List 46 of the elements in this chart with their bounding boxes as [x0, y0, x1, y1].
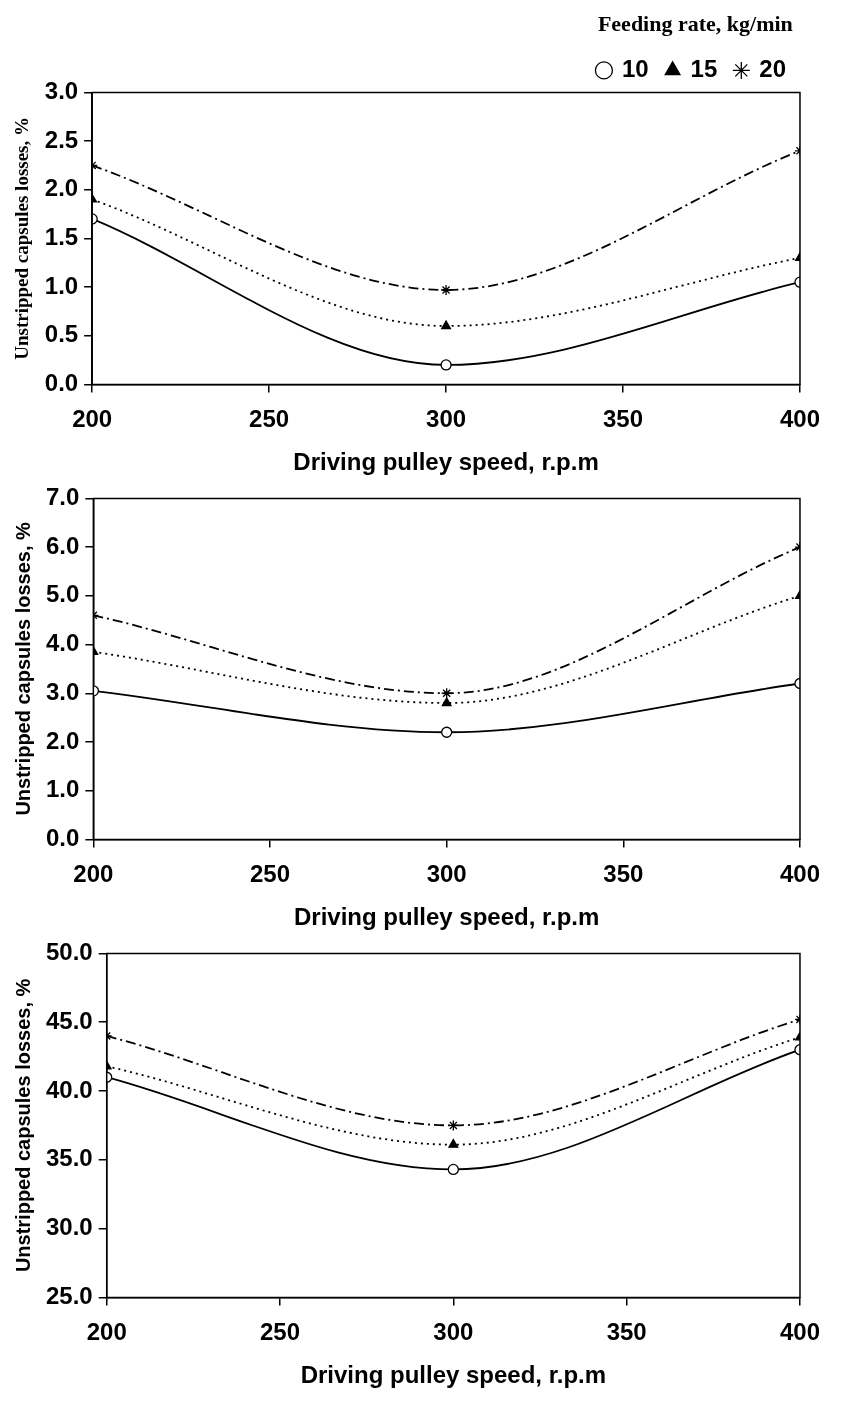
x-tick-label: 400 [779, 860, 820, 888]
x-axis-title: Driving pulley speed, r.p.m [293, 903, 600, 931]
y-tick-label: 1.0 [44, 271, 79, 299]
legend-label: 15 [690, 55, 718, 83]
x-axis-title: Driving pulley speed, r.p.m [300, 1361, 607, 1389]
y-tick-label: 40.0 [45, 1075, 93, 1103]
y-tick-label: 5.0 [45, 580, 80, 608]
x-tick-label: 400 [779, 1318, 820, 1346]
y-tick-label: 30.0 [45, 1213, 93, 1241]
x-tick-label: 350 [606, 1318, 647, 1346]
y-axis-title: Unstripped capsules losses, % [11, 116, 33, 360]
y-tick-label: 2.0 [45, 726, 80, 754]
x-tick-label: 400 [779, 405, 820, 433]
y-axis-title: Unstripped capsules losses, % [11, 521, 34, 816]
legend-label: 10 [621, 55, 649, 83]
x-axis-title: Driving pulley speed, r.p.m [293, 448, 599, 476]
x-tick-label: 350 [603, 860, 644, 888]
y-tick-label: 2.5 [44, 125, 79, 153]
x-tick-label: 200 [73, 860, 114, 888]
x-tick-label: 250 [249, 405, 290, 433]
y-tick-label: 25.0 [45, 1282, 93, 1310]
y-tick-label: 50.0 [45, 938, 93, 966]
x-tick-label: 300 [433, 1318, 474, 1346]
x-tick-label: 250 [260, 1318, 301, 1346]
y-tick-label: 0.0 [44, 369, 79, 397]
x-tick-label: 350 [603, 405, 644, 433]
y-tick-label: 1.5 [44, 223, 79, 251]
x-tick-label: 200 [86, 1318, 127, 1346]
y-tick-label: 6.0 [45, 531, 80, 559]
y-tick-label: 3.0 [44, 77, 79, 105]
legend-label: 20 [759, 55, 787, 83]
y-tick-label: 35.0 [45, 1144, 93, 1172]
x-tick-label: 250 [249, 860, 291, 888]
y-axis-title: Unstripped capsules losses, % [11, 978, 34, 1273]
y-tick-label: 2.0 [44, 174, 79, 202]
y-tick-label: 3.0 [45, 677, 80, 705]
x-tick-label: 300 [426, 860, 467, 888]
y-tick-label: 0.0 [45, 824, 80, 852]
y-tick-label: 0.5 [44, 320, 79, 348]
x-tick-label: 300 [426, 405, 467, 433]
y-tick-label: 4.0 [45, 629, 80, 657]
y-tick-label: 7.0 [45, 483, 80, 511]
x-tick-label: 200 [72, 405, 113, 433]
y-tick-label: 45.0 [45, 1006, 93, 1034]
y-tick-label: 1.0 [45, 775, 80, 803]
legend-title: Feeding rate, kg/min [597, 10, 793, 36]
